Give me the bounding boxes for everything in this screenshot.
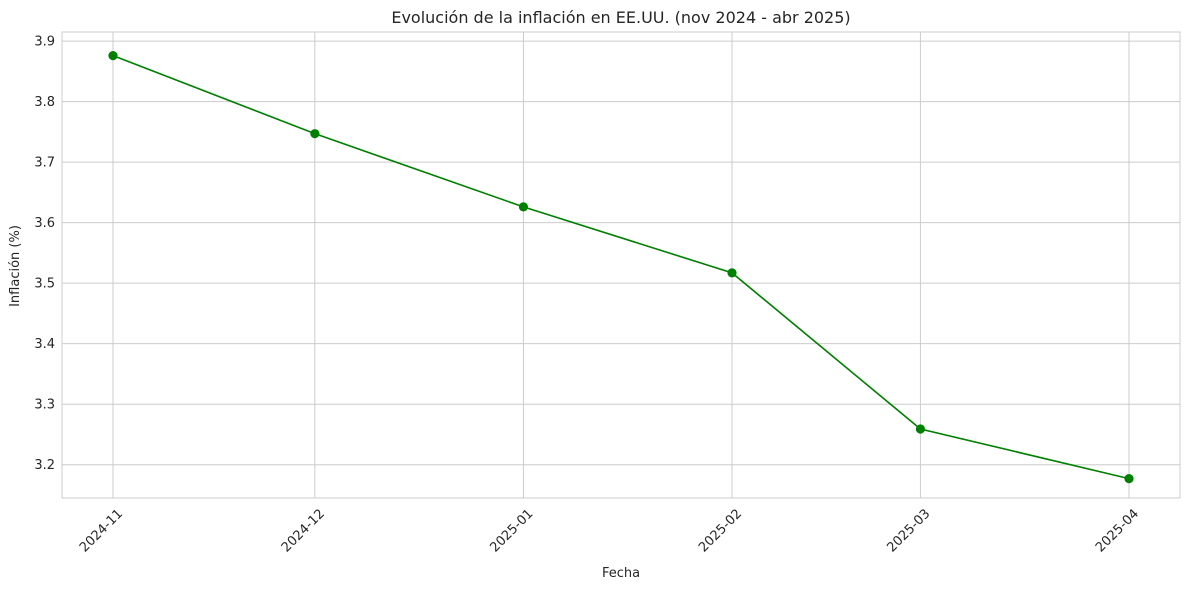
y-tick-label: 3.6 [34, 216, 55, 231]
x-tick-label: 2025-03 [884, 506, 933, 555]
y-tick-label: 3.3 [34, 398, 55, 413]
grid [62, 32, 1180, 498]
y-tick-label: 3.9 [34, 35, 55, 50]
y-tick-label: 3.7 [34, 156, 55, 171]
y-tick-label: 3.5 [34, 277, 55, 292]
y-tick-label: 3.2 [34, 458, 55, 473]
series [108, 51, 1134, 484]
data-point [310, 129, 320, 139]
x-tick-label: 2024-12 [279, 506, 328, 555]
data-point [1124, 474, 1134, 484]
y-axis-ticks: 3.2 3.3 3.4 3.5 3.6 3.7 3.8 3.9 [34, 35, 55, 474]
x-tick-label: 2025-02 [696, 506, 745, 555]
x-tick-label: 2024-11 [77, 506, 126, 555]
plot-area [61, 31, 1181, 499]
series-line [112, 54, 1130, 480]
x-axis-label: Fecha [602, 566, 640, 581]
x-tick-label: 2025-01 [487, 506, 536, 555]
data-point [108, 51, 118, 61]
y-tick-label: 3.8 [34, 95, 55, 110]
data-point [915, 424, 926, 434]
x-axis-ticks: 2024-11 2024-12 2025-01 2025-02 2025-03 2025-… [77, 506, 1142, 555]
data-point [518, 202, 529, 212]
x-tick-label: 2025-04 [1093, 506, 1142, 555]
chart-title: Evolución de la inflación en EE.UU. (nov… [391, 8, 850, 27]
data-point [727, 268, 737, 278]
y-axis-label: Inflación (%) [8, 225, 23, 307]
y-tick-label: 3.4 [34, 337, 55, 352]
